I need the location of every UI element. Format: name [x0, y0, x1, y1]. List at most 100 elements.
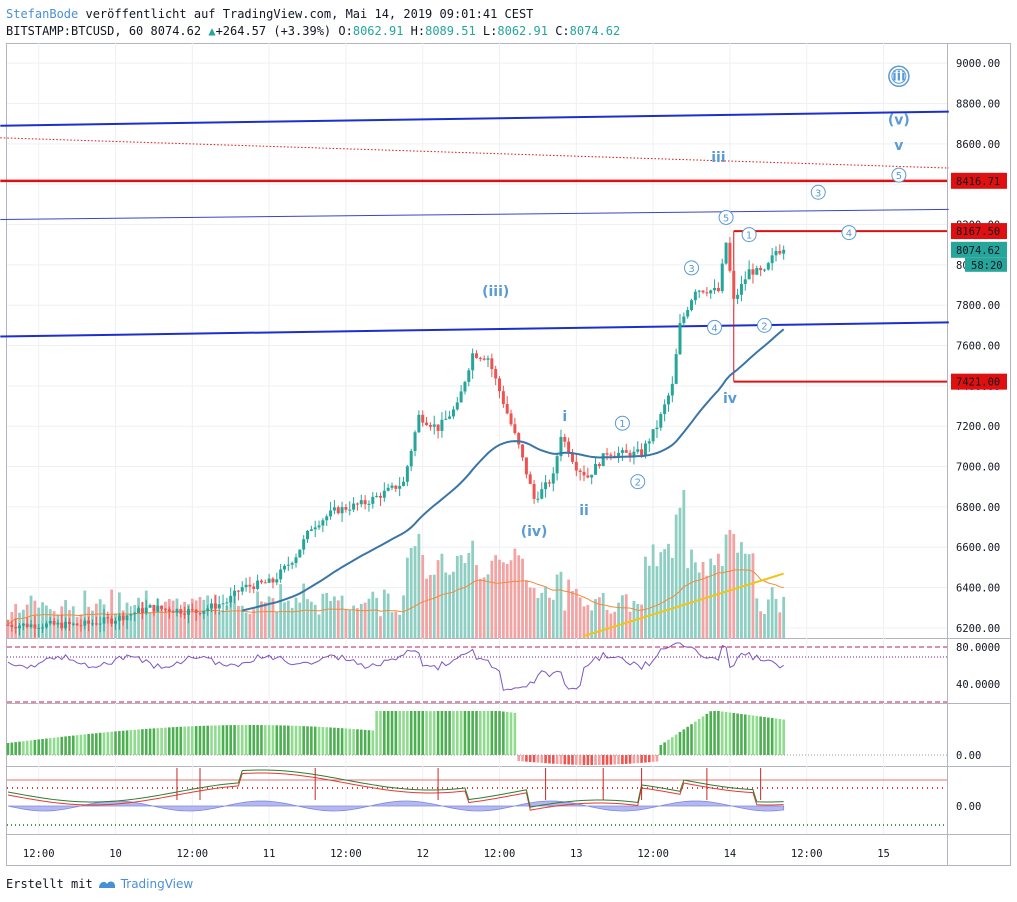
volume-bar	[382, 589, 386, 638]
histogram-bar	[694, 721, 697, 755]
open-value: 8062.91	[352, 24, 404, 38]
trendline	[0, 110, 949, 127]
candle-body	[421, 414, 425, 423]
volume-bar	[344, 609, 348, 638]
candle-body	[275, 579, 279, 583]
histogram-bar	[551, 755, 555, 764]
volume-bar	[486, 574, 490, 638]
volume-bar	[41, 602, 44, 638]
candle-body	[233, 590, 237, 596]
candle-body	[732, 270, 736, 299]
volume-bar	[740, 542, 743, 638]
volume-bar	[29, 595, 33, 638]
candle-body	[114, 620, 118, 624]
price-tick-label: 6800.00	[956, 502, 1000, 514]
candle-body	[110, 618, 114, 624]
histogram-bar	[171, 727, 175, 755]
volume-bar	[244, 612, 248, 638]
candle-body	[563, 436, 567, 442]
candle-body	[778, 250, 782, 254]
price-label-box	[951, 172, 1007, 189]
wave-label: iii	[892, 69, 905, 84]
volume-ma-line	[7, 569, 784, 625]
candle-body	[190, 609, 194, 611]
symbol-name: BITSTAMP:BTCUSD, 60	[6, 24, 144, 38]
countdown-text: 58:20	[971, 260, 1003, 272]
histogram-bar	[52, 737, 56, 755]
tradingview-brand[interactable]: TradingView	[120, 877, 194, 891]
author-name[interactable]: StefanBode	[6, 7, 79, 21]
candle-body	[33, 624, 37, 629]
close-label: C:	[555, 24, 570, 38]
volume-bar	[333, 596, 336, 638]
histogram-bar	[237, 725, 240, 755]
candle-body	[405, 466, 409, 482]
candle-body	[409, 450, 413, 467]
wave-label-circle	[718, 209, 734, 225]
volume-bar	[286, 600, 290, 638]
trendline	[0, 208, 949, 220]
volume-bar	[252, 609, 256, 638]
volume-bar	[651, 544, 655, 638]
volume-bar	[225, 605, 229, 638]
histogram-bar	[421, 711, 425, 755]
histogram-bar	[336, 727, 340, 755]
candle-body	[171, 611, 175, 613]
volume-bar	[271, 598, 275, 638]
histogram-bar	[432, 711, 436, 755]
candle-body	[570, 453, 574, 462]
candle-body	[459, 391, 463, 403]
price-tick-label: 8800.00	[956, 99, 1000, 111]
histogram-bar	[682, 729, 686, 755]
volume-bar	[367, 598, 371, 638]
volume-bar	[375, 597, 379, 638]
candle-body	[348, 509, 352, 511]
histogram-bar	[187, 726, 190, 755]
time-tick-label: 12	[416, 848, 429, 860]
candle-body	[762, 269, 766, 271]
histogram-bar	[306, 726, 309, 755]
histogram-bar	[647, 755, 651, 763]
volume-bar	[567, 579, 571, 638]
candle-body	[678, 323, 682, 355]
candle-body	[463, 381, 467, 392]
volume-bar	[421, 554, 425, 638]
histogram-bar	[110, 731, 113, 755]
histogram-bar	[409, 711, 413, 755]
candle-body	[306, 530, 310, 540]
candle-body	[736, 294, 740, 299]
volume-bar	[164, 601, 167, 638]
wave-label: 2	[635, 478, 641, 489]
candle-body	[175, 609, 179, 613]
volume-bar	[563, 610, 567, 638]
candle-body	[567, 441, 571, 454]
wave-label: (v)	[888, 113, 910, 129]
candle-body	[448, 416, 452, 419]
histogram-bar	[594, 755, 597, 765]
candle-body	[578, 470, 582, 472]
volume-bar	[559, 571, 563, 638]
candle-body	[713, 288, 717, 291]
candle-body	[670, 383, 674, 396]
histogram-bar	[659, 745, 663, 755]
histogram-bar	[429, 711, 432, 755]
histogram-bar	[383, 711, 386, 755]
histogram-bar	[444, 711, 448, 755]
volume-bar	[432, 574, 436, 638]
histogram-bar	[567, 755, 570, 765]
histogram-bar	[651, 755, 655, 762]
chart-frame	[6, 43, 1011, 866]
volume-bar	[628, 611, 632, 638]
candle-body	[428, 424, 432, 427]
histogram-bar	[509, 712, 513, 755]
histogram-bar	[459, 711, 463, 755]
volume-bar	[605, 609, 609, 638]
candle-body	[236, 590, 240, 592]
histogram-bar	[494, 711, 497, 755]
histogram-bar	[106, 732, 110, 755]
histogram-bar	[763, 717, 766, 755]
candle-body	[267, 578, 271, 583]
candle-body	[770, 255, 774, 264]
histogram-bar	[582, 755, 586, 765]
